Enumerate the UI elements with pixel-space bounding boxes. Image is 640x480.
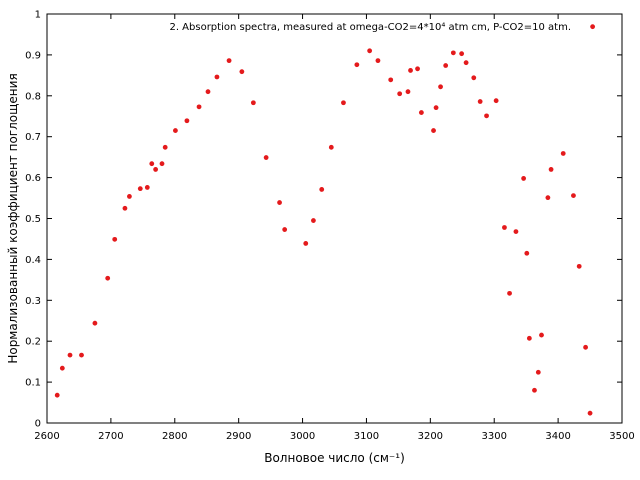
data-point (539, 332, 544, 338)
y-tick-label: 0.2 (25, 337, 41, 348)
data-point (153, 167, 159, 172)
data-point (463, 60, 469, 66)
y-tick-label: 0.8 (25, 91, 41, 102)
data-point (319, 187, 325, 192)
y-axis-label: Нормализованный коэффициент поглощения (6, 73, 20, 363)
data-point (560, 151, 566, 156)
data-point (484, 113, 489, 119)
data-point (571, 193, 576, 198)
data-point (521, 176, 527, 181)
data-point (137, 186, 143, 192)
data-point (545, 195, 551, 201)
data-point (450, 50, 456, 56)
x-tick-label: 3400 (545, 431, 570, 442)
x-tick-label: 3100 (354, 431, 379, 442)
data-point (375, 58, 381, 64)
data-point (548, 167, 554, 172)
data-point (590, 24, 596, 30)
data-point (341, 100, 346, 106)
data-series (54, 24, 596, 416)
data-point (587, 410, 593, 416)
data-point (263, 155, 269, 160)
data-point (576, 263, 582, 269)
data-point (443, 63, 449, 68)
data-point (79, 352, 84, 358)
data-point (54, 392, 60, 398)
data-point (513, 229, 519, 234)
data-point (250, 100, 256, 106)
data-point (408, 68, 413, 73)
x-tick-label: 2900 (226, 431, 251, 442)
data-point (214, 74, 220, 80)
data-point (112, 236, 118, 242)
data-point (144, 185, 150, 190)
data-point (524, 250, 530, 256)
data-point (418, 110, 424, 115)
data-point (205, 89, 211, 95)
data-point (311, 218, 316, 223)
legend-entry: 2. Absorption spectra, measured at omega… (169, 22, 571, 33)
x-axis: 2600 2700 2800 2900 3000 3100 3200 3300 3400 3500 (34, 14, 635, 442)
y-tick-label: 0.5 (25, 214, 41, 225)
data-point (405, 89, 411, 95)
data-point (162, 144, 168, 150)
data-point (477, 99, 483, 104)
y-tick-label: 1 (35, 10, 41, 21)
data-point (226, 58, 232, 64)
data-point (532, 387, 537, 393)
x-tick-label: 3200 (418, 431, 443, 442)
x-tick-label: 2600 (34, 431, 59, 442)
data-point (502, 225, 507, 230)
data-point (149, 161, 155, 167)
data-point (397, 91, 403, 97)
y-tick-label: 0.6 (25, 173, 41, 184)
data-point (196, 104, 202, 110)
y-axis: 0 0.1 0.2 0.3 0.4 0.5 0.6 0.7 0.8 0.9 1 (25, 10, 622, 430)
data-point (127, 194, 132, 199)
data-point (367, 48, 373, 54)
data-point (303, 241, 309, 246)
data-point (415, 66, 420, 72)
data-point (526, 335, 532, 341)
plot-area-frame (46, 13, 623, 424)
y-tick-label: 0.7 (25, 132, 41, 143)
data-point (122, 205, 128, 211)
data-point (438, 84, 443, 90)
data-point (328, 144, 334, 150)
x-tick-label: 3500 (609, 431, 634, 442)
data-point (471, 75, 477, 81)
x-tick-label: 3000 (290, 431, 315, 442)
data-point (59, 365, 65, 371)
data-point (184, 118, 190, 124)
data-point (388, 77, 394, 83)
data-point (493, 98, 499, 104)
data-point (173, 128, 178, 133)
data-point (239, 69, 245, 75)
y-tick-label: 0.1 (25, 378, 41, 389)
data-point (459, 51, 465, 57)
data-point (92, 320, 98, 326)
x-axis-label: Волновое число (см⁻¹) (264, 451, 405, 465)
data-point (159, 161, 165, 167)
data-point (507, 290, 512, 296)
x-tick-label: 2800 (162, 431, 187, 442)
y-tick-label: 0.4 (25, 255, 41, 266)
data-point (277, 200, 282, 205)
data-point (105, 275, 111, 281)
y-tick-label: 0 (35, 419, 41, 430)
data-point (433, 105, 439, 111)
x-tick-label: 2700 (98, 431, 123, 442)
data-point (354, 62, 360, 68)
y-tick-label: 0.9 (25, 50, 41, 61)
data-point (282, 227, 288, 232)
data-point (67, 352, 73, 358)
data-point (583, 344, 588, 350)
x-tick-label: 3300 (481, 431, 506, 442)
data-point (431, 128, 436, 133)
y-tick-label: 0.3 (25, 296, 41, 307)
data-point (535, 369, 541, 375)
